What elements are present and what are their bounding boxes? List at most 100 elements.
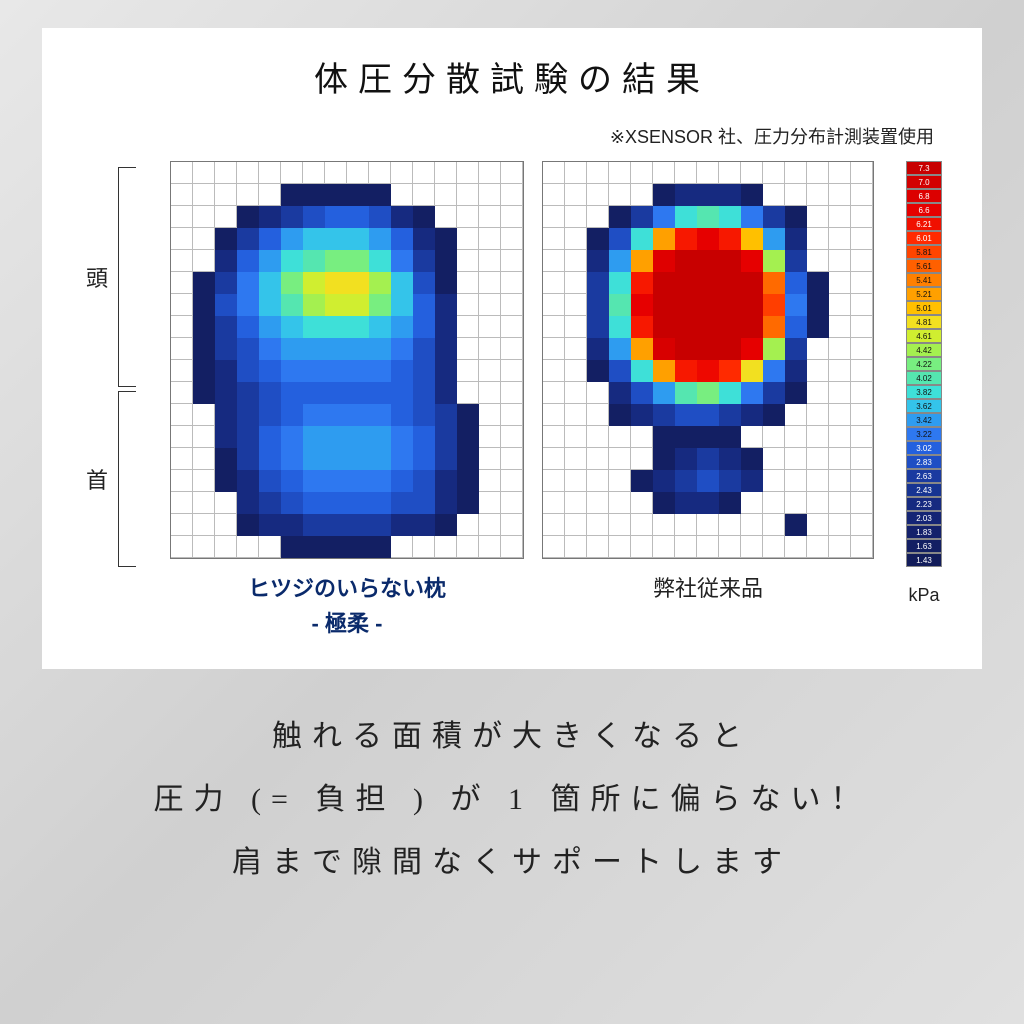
heatmap-cell	[587, 250, 609, 272]
heatmap-cell	[631, 294, 653, 316]
heatmap-cell	[347, 206, 369, 228]
heatmap-cell	[565, 206, 587, 228]
heatmap-cell	[237, 294, 259, 316]
heatmap-cell	[807, 272, 829, 294]
heatmap-cell	[413, 514, 435, 536]
heatmap-cell	[215, 536, 237, 558]
heatmap-cell	[631, 492, 653, 514]
heatmap-cell	[675, 404, 697, 426]
heatmap-cell	[391, 250, 413, 272]
heatmap-cell	[237, 162, 259, 184]
heatmap-cell	[741, 162, 763, 184]
heatmap-cell	[719, 360, 741, 382]
heatmap-cell	[391, 382, 413, 404]
heatmap-cell	[259, 448, 281, 470]
heatmap-cell	[413, 470, 435, 492]
heatmap-cell	[763, 338, 785, 360]
heatmap-cell	[413, 382, 435, 404]
heatmap-cell	[479, 184, 501, 206]
heatmap-cell	[851, 338, 873, 360]
bracket-icon	[118, 167, 136, 387]
heatmap-cell	[435, 426, 457, 448]
heatmap-cell	[807, 404, 829, 426]
heatmap-cell	[369, 426, 391, 448]
legend-segment: 3.22	[906, 427, 942, 441]
heatmap-cell	[171, 228, 193, 250]
heatmap-cell	[543, 382, 565, 404]
heatmap-cell	[281, 162, 303, 184]
heatmap-cell	[543, 228, 565, 250]
heatmap-cell	[193, 382, 215, 404]
heatmap-cell	[697, 470, 719, 492]
heatmap-cell	[785, 228, 807, 250]
heatmap-cell	[325, 338, 347, 360]
heatmap-cell	[807, 492, 829, 514]
heatmap-cell	[675, 470, 697, 492]
heatmap-cell	[741, 426, 763, 448]
heatmap-cell	[697, 448, 719, 470]
heatmap-cell	[215, 206, 237, 228]
heatmap-cell	[609, 162, 631, 184]
heatmap-cell	[281, 250, 303, 272]
heatmap-cell	[851, 250, 873, 272]
heatmap-cell	[479, 404, 501, 426]
heatmap-cell	[807, 294, 829, 316]
heatmap-cell	[675, 338, 697, 360]
heatmap-cell	[543, 184, 565, 206]
heatmap-cell	[347, 272, 369, 294]
heatmap-cell	[479, 536, 501, 558]
heatmap-cell	[653, 294, 675, 316]
heatmap-cell	[391, 492, 413, 514]
heatmap-cell	[719, 338, 741, 360]
heatmap-cell	[785, 492, 807, 514]
heatmap-cell	[237, 228, 259, 250]
heatmap-cell	[281, 470, 303, 492]
heatmap-cell	[719, 316, 741, 338]
heatmap-cell	[501, 448, 523, 470]
heatmap-cell	[565, 470, 587, 492]
heatmap-cell	[741, 470, 763, 492]
heatmap-cell	[719, 228, 741, 250]
heatmap-cell	[369, 184, 391, 206]
heatmap-cell	[807, 162, 829, 184]
heatmap-cell	[369, 382, 391, 404]
heatmap-cell	[347, 514, 369, 536]
heatmap-cell	[829, 404, 851, 426]
heatmap-cell	[501, 426, 523, 448]
heatmap-cell	[763, 536, 785, 558]
heatmap-cell	[719, 448, 741, 470]
heatmap-cell	[215, 426, 237, 448]
heatmap-cell	[237, 316, 259, 338]
heatmap-cell	[785, 382, 807, 404]
heatmap-cell	[565, 536, 587, 558]
heatmap-cell	[829, 426, 851, 448]
heatmap-cell	[391, 228, 413, 250]
heatmap-cell	[171, 294, 193, 316]
heatmap-cell	[193, 206, 215, 228]
heatmap-cell	[631, 426, 653, 448]
heatmap-cell	[413, 272, 435, 294]
heatmap-cell	[719, 404, 741, 426]
heatmap-cell	[653, 338, 675, 360]
heatmap-cell	[193, 184, 215, 206]
bracket-icon	[118, 391, 136, 567]
heatmap-cell	[237, 338, 259, 360]
heatmap-cell	[697, 426, 719, 448]
heatmap-cell	[237, 426, 259, 448]
heatmap-cell	[851, 360, 873, 382]
heatmap-cell	[413, 250, 435, 272]
heatmap-cell	[281, 272, 303, 294]
heatmap-cell	[457, 448, 479, 470]
heatmap-cell	[829, 514, 851, 536]
heatmap-cell	[785, 162, 807, 184]
heatmap-cell	[543, 250, 565, 272]
heatmap-cell	[325, 514, 347, 536]
heatmap-a-caption: ヒツジのいらない枕 - 極柔 -	[248, 571, 446, 641]
heatmap-cell	[543, 294, 565, 316]
legend-segment: 6.21	[906, 217, 942, 231]
heatmap-cell	[587, 360, 609, 382]
legend-bar: 7.37.06.86.66.216.015.815.615.415.215.01…	[906, 161, 942, 567]
heatmap-cell	[785, 294, 807, 316]
heatmap-cell	[347, 382, 369, 404]
heatmap-cell	[479, 272, 501, 294]
